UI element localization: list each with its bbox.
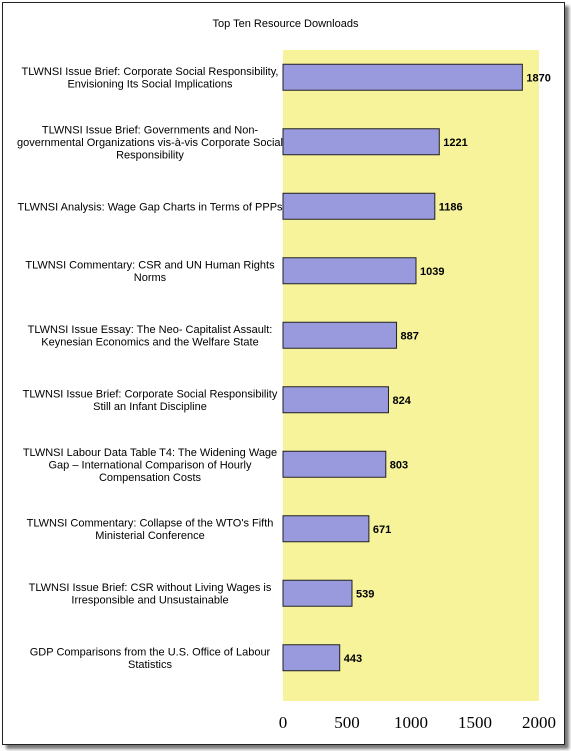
x-tick-label: 1500 — [458, 713, 492, 732]
value-label: 1039 — [420, 266, 444, 278]
category-label: TLWNSI Labour Data Table T4: The Widenin… — [23, 447, 277, 484]
x-axis-ticks-group: 0 500 1000 1500 2000 — [279, 713, 556, 732]
bar — [282, 450, 387, 478]
bar — [282, 644, 341, 672]
category-label: TLWNSI Commentary: CSR and UN Human Righ… — [25, 260, 275, 285]
category-label: TLWNSI Commentary: Collapse of the WTO's… — [27, 518, 274, 543]
chart-title: Top Ten Resource Downloads — [212, 18, 359, 30]
bar — [282, 515, 370, 543]
value-labels-group: 1870 1221 1186 1039 887 824 803 671 539 443 — [344, 72, 551, 665]
bars-group — [282, 63, 523, 672]
value-label: 887 — [401, 330, 419, 342]
x-tick-label: 500 — [334, 713, 360, 732]
bar — [282, 321, 398, 349]
x-tick-label: 0 — [279, 713, 288, 732]
value-label: 824 — [392, 395, 411, 407]
x-tick-label: 1000 — [394, 713, 428, 732]
category-label: TLWNSI Issue Brief: Corporate Social Res… — [22, 66, 279, 91]
bar — [282, 257, 417, 285]
value-label: 1221 — [443, 137, 467, 149]
category-label: TLWNSI Issue Brief: Governments and Non-… — [17, 124, 283, 161]
value-label: 803 — [390, 459, 408, 471]
value-label: 539 — [356, 588, 374, 600]
category-label: TLWNSI Issue Brief: CSR without Living W… — [29, 582, 272, 607]
bar — [282, 63, 523, 91]
category-label: TLWNSI Issue Essay: The Neo- Capitalist … — [28, 324, 273, 349]
bar — [282, 192, 436, 220]
bar — [282, 579, 353, 607]
category-labels-group: TLWNSI Issue Brief: Corporate Social Res… — [17, 66, 283, 671]
category-label: TLWNSI Issue Brief: Corporate Social Res… — [23, 389, 278, 414]
bar — [282, 128, 440, 156]
value-label: 1870 — [526, 72, 550, 84]
x-tick-label: 2000 — [522, 713, 556, 732]
category-label: GDP Comparisons from the U.S. Office of … — [30, 647, 271, 672]
value-label: 671 — [373, 524, 391, 536]
category-label: TLWNSI Analysis: Wage Gap Charts in Term… — [17, 201, 283, 213]
bar — [282, 386, 389, 414]
value-label: 443 — [344, 653, 362, 665]
value-label: 1186 — [439, 201, 463, 213]
